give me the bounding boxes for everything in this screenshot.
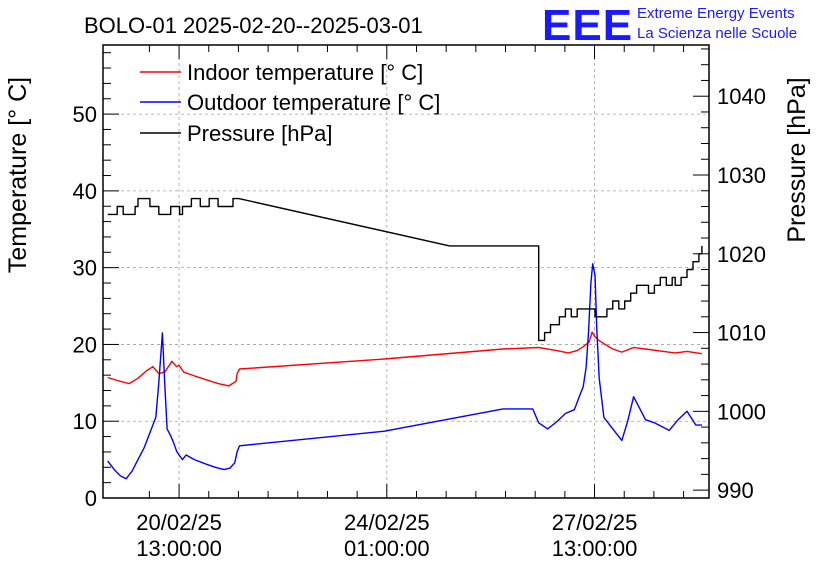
y-right-tick-label: 990 [717, 478, 754, 503]
tick-marks [103, 45, 709, 499]
series-group [107, 197, 703, 480]
y-right-axis-label: Pressure [hPa] [783, 77, 811, 242]
y-right-tick-label: 1010 [717, 321, 766, 346]
series-line-pressure [107, 197, 703, 342]
x-tick-label-date: 24/02/25 [344, 510, 430, 535]
series-line-indoor [107, 331, 703, 387]
y-left-tick-label: 30 [73, 256, 97, 281]
y-left-tick-label: 40 [73, 179, 97, 204]
plot-frame [102, 44, 710, 499]
org-line-1: Extreme Energy Events [637, 5, 795, 22]
y-right-tick-label: 1040 [717, 84, 766, 109]
y-right-tick-label: 1030 [717, 163, 766, 188]
y-right-tick-label: 1000 [717, 399, 766, 424]
y-right-tick-label: 1020 [717, 242, 766, 267]
tick-labels: 010203040509901000101010201030104020/02/… [73, 84, 766, 561]
x-tick-label-time: 13:00:00 [136, 536, 222, 561]
legend: Indoor temperature [° C] Outdoor tempera… [140, 60, 440, 146]
y-left-tick-label: 50 [73, 102, 97, 127]
y-left-tick-label: 20 [73, 332, 97, 357]
x-tick-label-date: 27/02/25 [552, 510, 638, 535]
x-tick-label-time: 01:00:00 [344, 536, 430, 561]
org-line-2: La Scienza nelle Scuole [637, 25, 797, 42]
x-tick-label-time: 13:00:00 [552, 536, 638, 561]
y-left-tick-label: 10 [73, 409, 97, 434]
eee-logo: EEE [542, 1, 633, 50]
chart-title: BOLO-01 2025-02-20--2025-03-01 [84, 13, 423, 38]
x-tick-label-date: 20/02/25 [136, 510, 222, 535]
y-left-tick-label: 0 [85, 486, 97, 511]
series-line-outdoor [107, 263, 702, 480]
legend-label-pressure: Pressure [hPa] [187, 121, 333, 146]
legend-label-indoor: Indoor temperature [° C] [187, 60, 423, 85]
eee-logo-text: EEE [542, 1, 633, 50]
y-left-axis-label: Temperature [° C] [4, 77, 32, 273]
legend-label-outdoor: Outdoor temperature [° C] [187, 90, 440, 115]
